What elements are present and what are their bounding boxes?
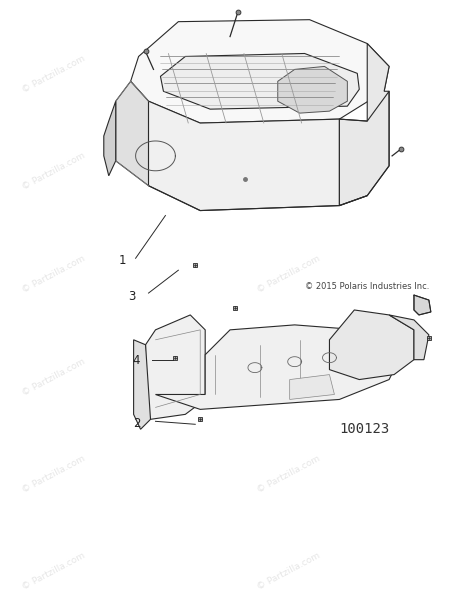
Polygon shape [116,81,148,185]
Text: 4: 4 [133,354,140,367]
Polygon shape [146,315,205,419]
Polygon shape [290,375,335,400]
Text: © Partzilla.com: © Partzilla.com [20,454,86,495]
Polygon shape [104,101,116,176]
Bar [198,417,202,422]
Text: 3: 3 [128,290,136,303]
Polygon shape [155,325,399,409]
Text: © Partzilla.com: © Partzilla.com [20,357,86,398]
Text: © Partzilla.com: © Partzilla.com [256,454,322,495]
Text: © Partzilla.com: © Partzilla.com [20,54,86,95]
Text: 1: 1 [118,254,126,267]
Text: © Partzilla.com: © Partzilla.com [20,551,86,592]
Text: © 2015 Polaris Industries Inc.: © 2015 Polaris Industries Inc. [305,282,429,290]
Text: © Partzilla.com: © Partzilla.com [256,151,322,192]
Bar [173,356,177,360]
Polygon shape [134,340,151,429]
Bar [233,306,237,310]
Polygon shape [148,101,339,210]
Text: 2: 2 [134,417,141,430]
Text: © Partzilla.com: © Partzilla.com [256,551,322,592]
Bar [427,336,431,340]
Text: © Partzilla.com: © Partzilla.com [256,357,322,398]
Polygon shape [389,315,429,360]
Polygon shape [329,310,414,379]
Text: © Partzilla.com: © Partzilla.com [256,254,322,295]
Polygon shape [414,295,431,315]
Polygon shape [131,20,389,123]
Text: © Partzilla.com: © Partzilla.com [20,151,86,192]
Text: © Partzilla.com: © Partzilla.com [256,54,322,95]
Polygon shape [161,54,359,109]
Polygon shape [278,66,347,113]
Text: © Partzilla.com: © Partzilla.com [20,254,86,295]
Polygon shape [339,43,389,206]
Bar [193,264,197,267]
Text: 100123: 100123 [339,422,390,436]
